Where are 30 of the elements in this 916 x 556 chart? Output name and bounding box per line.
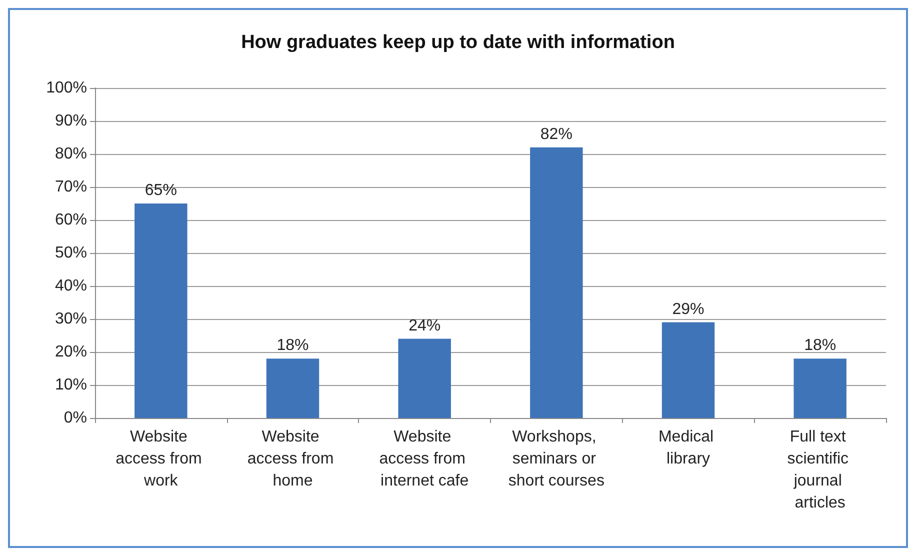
x-tick-label: Workshops, seminars or short courses — [508, 428, 604, 490]
y-tick-label: 100% — [46, 80, 87, 96]
bar — [662, 322, 715, 418]
y-tick-label: 50% — [54, 244, 87, 262]
data-label: 18% — [804, 337, 836, 354]
x-tick-label: Website access from internet cafe — [379, 428, 470, 490]
y-tick-label: 30% — [54, 310, 87, 328]
y-tick-label: 80% — [54, 146, 87, 162]
y-tick-label: 90% — [54, 112, 87, 130]
data-label: 24% — [408, 317, 441, 334]
data-label: 29% — [672, 300, 704, 318]
bar — [266, 358, 320, 418]
x-tick-label: Website access from work — [116, 428, 206, 490]
data-label: 82% — [540, 126, 572, 143]
chart-title: How graduates keep up to date with information — [241, 32, 675, 53]
bar — [530, 147, 583, 418]
data-label: 65% — [144, 182, 177, 199]
data-label: 18% — [276, 337, 309, 354]
y-tick-label: 20% — [54, 344, 87, 360]
y-tick-label: 60% — [54, 212, 87, 228]
y-tick-label: 0% — [64, 410, 87, 426]
x-tick-label: Medical library — [658, 428, 718, 468]
y-tick-label: 70% — [54, 178, 87, 196]
bar — [794, 358, 846, 418]
y-tick-label: 40% — [54, 278, 87, 294]
x-tick-label: Website access from home — [247, 428, 338, 490]
bar — [398, 338, 451, 418]
x-tick-label: Full text scientific journal articles — [787, 428, 853, 512]
y-tick-label: 10% — [54, 376, 87, 394]
bar — [134, 204, 188, 418]
